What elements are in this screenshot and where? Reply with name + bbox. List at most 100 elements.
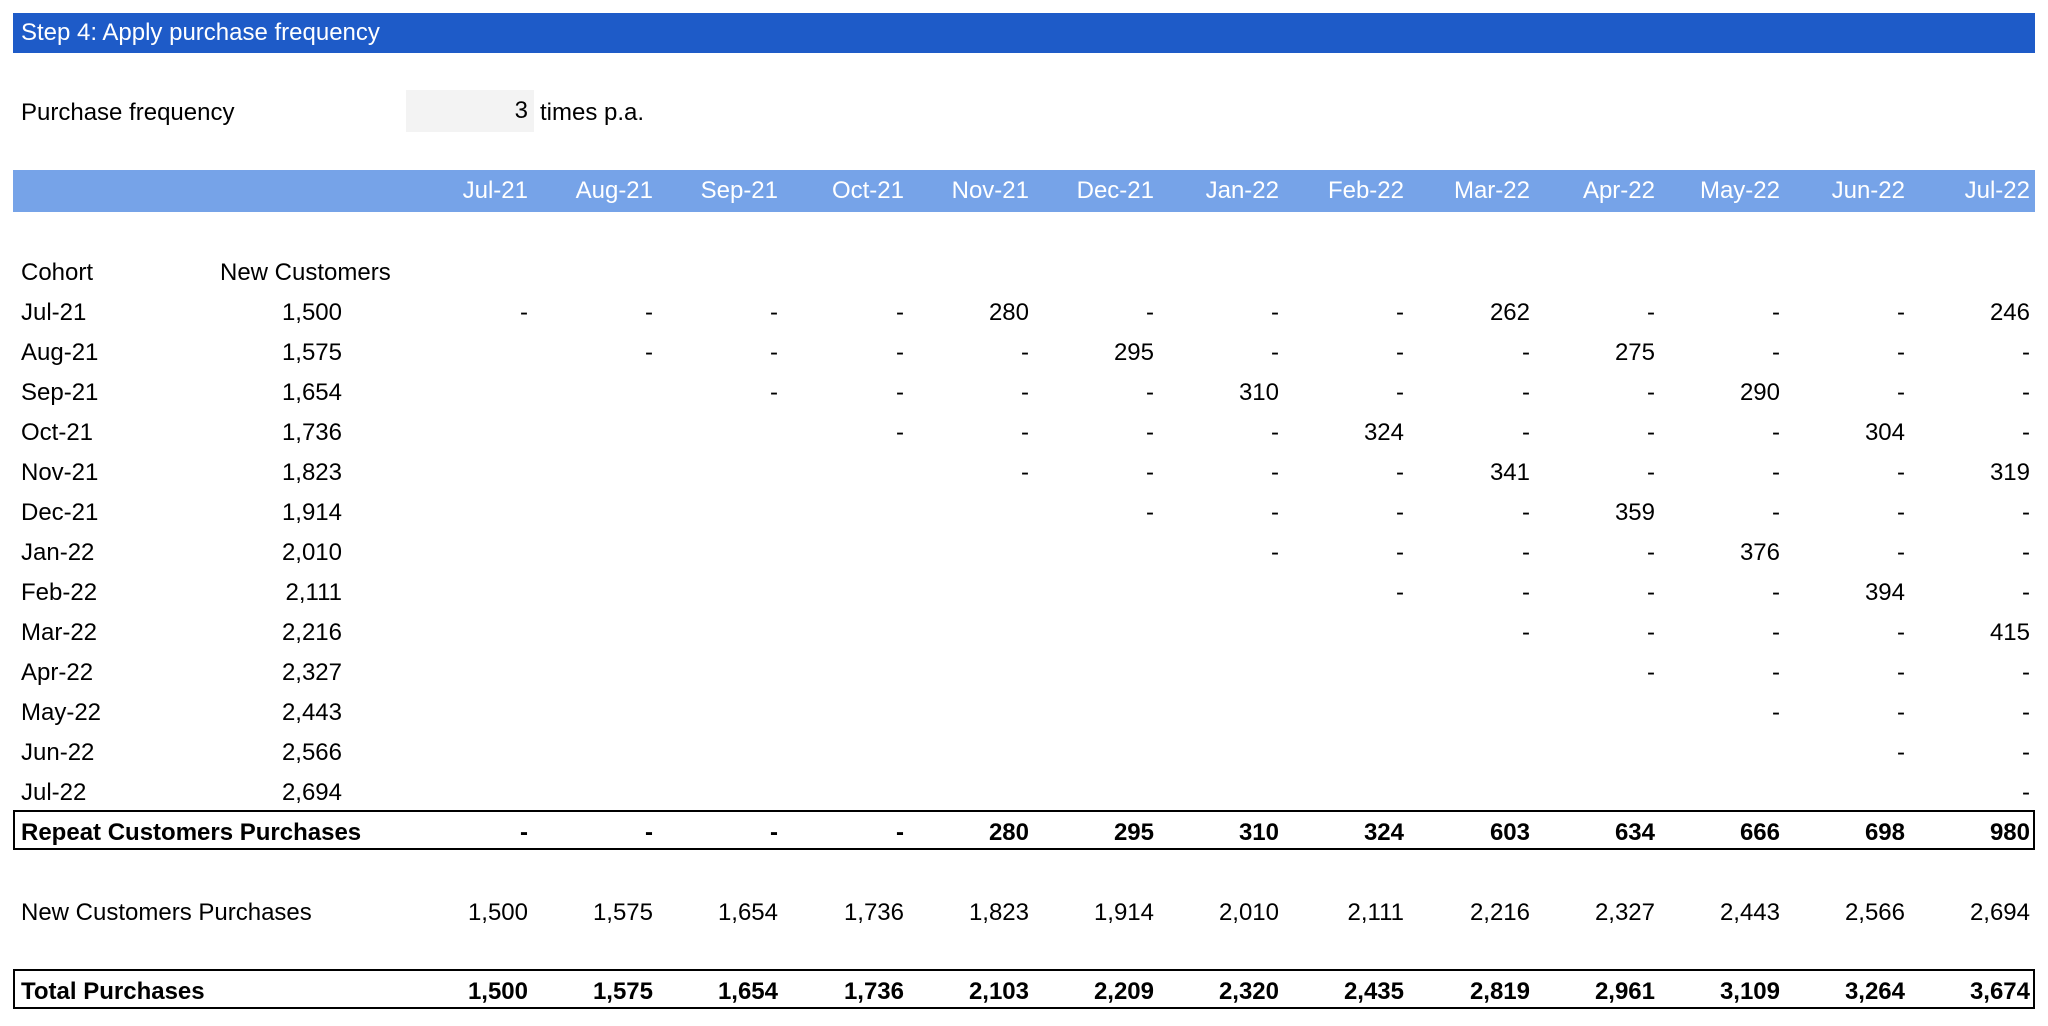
repeat-purchases-cell: - <box>520 819 528 846</box>
cohort-cell: - <box>1772 619 1780 646</box>
repeat-purchases-cell: - <box>896 819 904 846</box>
new-purchases-cell: 1,575 <box>592 899 653 926</box>
purchase-frequency-input[interactable]: 3 <box>406 90 534 132</box>
cohort-cell: - <box>896 299 904 326</box>
month-header-jul-21: Jul-21 <box>462 177 528 204</box>
cohort-cell: - <box>1647 459 1655 486</box>
new-purchases-cell: 2,694 <box>1969 899 2030 926</box>
new-purchases-cell: 2,443 <box>1719 899 1780 926</box>
cohort-cell: - <box>1897 659 1905 686</box>
repeat-purchases-cell: 324 <box>1363 819 1404 846</box>
cohort-new-customers: 2,566 <box>281 739 342 766</box>
total-purchases-cell: 3,264 <box>1844 978 1905 1005</box>
cohort-cell: - <box>1396 539 1404 566</box>
month-header-jan-22: Jan-22 <box>1205 177 1279 204</box>
cohort-cell: - <box>520 299 528 326</box>
cohort-cell: - <box>1021 379 1029 406</box>
month-header-feb-22: Feb-22 <box>1327 177 1404 204</box>
month-header-row: Jul-21 Aug-21 Sep-21 Oct-21 Nov-21 Dec-21 Jan-… <box>13 170 2035 212</box>
cohort-new-customers: 1,914 <box>281 499 342 526</box>
total-purchases-cell: 1,575 <box>592 978 653 1005</box>
total-purchases-label: Total Purchases <box>21 978 205 1005</box>
month-header-may-22: May-22 <box>1699 177 1780 204</box>
total-purchases-cell: 2,435 <box>1343 978 1404 1005</box>
cohort-cell: - <box>1772 499 1780 526</box>
cohort-cell: 376 <box>1739 539 1780 566</box>
cohort-cell: - <box>2022 699 2030 726</box>
new-purchases-cell: 1,736 <box>843 899 904 926</box>
cohort-cell: - <box>1522 339 1530 366</box>
cohort-cell: - <box>645 299 653 326</box>
cohort-cell: - <box>1396 299 1404 326</box>
cohort-cell: - <box>1897 379 1905 406</box>
cohort-cell: - <box>1522 499 1530 526</box>
cohort-label: Jul-21 <box>21 299 87 326</box>
month-header-oct-21: Oct-21 <box>831 177 904 204</box>
new-purchases-cell: 2,111 <box>1347 899 1405 926</box>
cohort-cell: - <box>1897 339 1905 366</box>
cohort-cell: - <box>1897 699 1905 726</box>
cohort-cell: - <box>2022 659 2030 686</box>
new-purchases-cell: 1,914 <box>1093 899 1154 926</box>
new-purchases-cell: 2,566 <box>1844 899 1905 926</box>
cohort-cell: - <box>1647 659 1655 686</box>
cohort-cell: - <box>896 419 904 446</box>
cohort-cell: - <box>2022 379 2030 406</box>
cohort-new-customers: 1,500 <box>281 299 342 326</box>
cohort-cell: - <box>1271 419 1279 446</box>
repeat-purchases-cell: 698 <box>1864 819 1905 846</box>
cohort-cell: - <box>1897 619 1905 646</box>
total-purchases-cell: 2,819 <box>1469 978 1530 1005</box>
cohort-label: Jul-22 <box>21 779 87 806</box>
cohort-cell: - <box>1021 339 1029 366</box>
cohort-cell: - <box>1897 499 1905 526</box>
cohort-cell: - <box>2022 739 2030 766</box>
cohort-cell: - <box>1897 299 1905 326</box>
new-purchases-cell: 1,823 <box>968 899 1029 926</box>
purchase-frequency-unit: times p.a. <box>540 99 645 126</box>
cohort-cell: - <box>1772 299 1780 326</box>
cohort-cell: - <box>2022 539 2030 566</box>
cohort-cell: - <box>1396 339 1404 366</box>
cohort-cell: - <box>1647 579 1655 606</box>
new-purchases-cell: 2,327 <box>1594 899 1655 926</box>
cohort-new-customers: 2,216 <box>281 619 342 646</box>
new-customers-column-header: New Customers <box>220 259 391 286</box>
month-header-jul-22: Jul-22 <box>1964 177 2030 204</box>
repeat-purchases-cell: - <box>770 819 778 846</box>
total-purchases-cell: 2,320 <box>1218 978 1279 1005</box>
cohort-cell: - <box>1772 339 1780 366</box>
cohort-label: Aug-21 <box>21 339 99 366</box>
cohort-cell: - <box>1396 499 1404 526</box>
cohort-new-customers: 2,443 <box>281 699 342 726</box>
cohort-cell: 246 <box>1989 299 2030 326</box>
cohort-new-customers: 1,823 <box>281 459 342 486</box>
cohort-cell: 319 <box>1989 459 2030 486</box>
cohort-label: May-22 <box>21 699 102 726</box>
cohort-cell: - <box>1021 419 1029 446</box>
cohort-cell: - <box>1522 579 1530 606</box>
cohort-cell: - <box>1522 619 1530 646</box>
cohort-cell: 359 <box>1614 499 1655 526</box>
cohort-cell: - <box>1772 699 1780 726</box>
cohort-label: Feb-22 <box>21 579 98 606</box>
new-purchases-label: New Customers Purchases <box>21 899 312 926</box>
cohort-cell: - <box>770 299 778 326</box>
month-header-dec-21: Dec-21 <box>1076 177 1154 204</box>
month-header-apr-22: Apr-22 <box>1582 177 1655 204</box>
cohort-cell: - <box>1271 299 1279 326</box>
cohort-new-customers: 1,654 <box>281 379 342 406</box>
repeat-purchases-cell: - <box>645 819 653 846</box>
cohort-cell: 394 <box>1864 579 1905 606</box>
repeat-purchases-label: Repeat Customers Purchases <box>21 819 362 846</box>
section-banner: Step 4: Apply purchase frequency <box>13 13 2035 53</box>
cohort-cell: - <box>1772 579 1780 606</box>
cohort-cell: 304 <box>1864 419 1905 446</box>
new-purchases-cell: 1,654 <box>717 899 778 926</box>
cohort-cell: 262 <box>1489 299 1530 326</box>
cohort-cell: - <box>1271 539 1279 566</box>
cohort-cell: - <box>1146 459 1154 486</box>
cohort-new-customers: 2,327 <box>281 659 342 686</box>
cohort-cell: - <box>1647 539 1655 566</box>
cohort-cell: - <box>770 339 778 366</box>
